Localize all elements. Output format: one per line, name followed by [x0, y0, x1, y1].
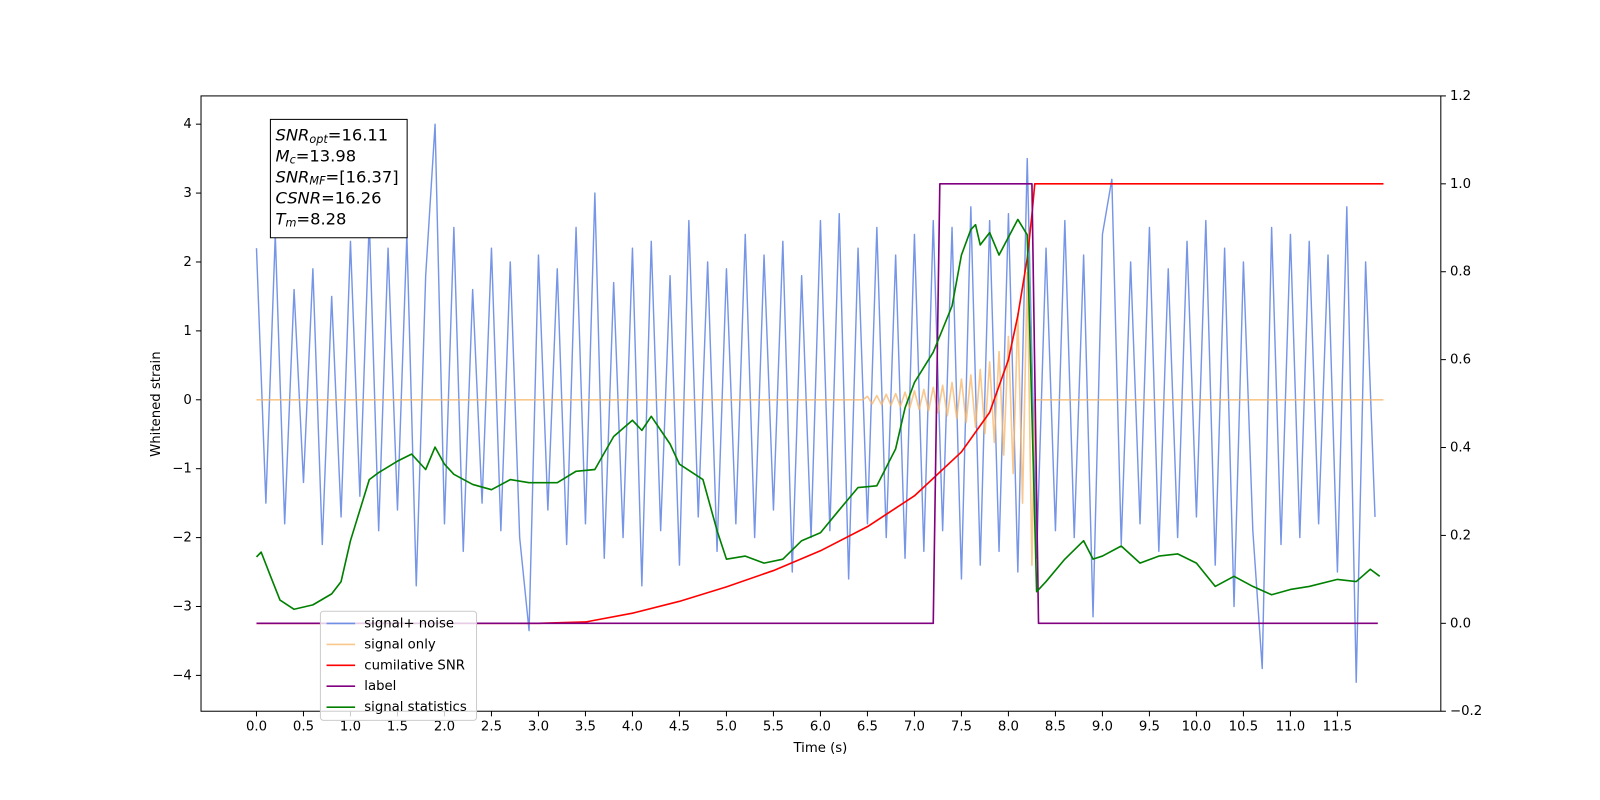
- annotation-value: =8.28: [296, 209, 346, 228]
- annotation-symbol: M: [276, 146, 290, 165]
- y-axis-label: Whitened strain: [149, 351, 164, 456]
- series-line: [255, 218, 1381, 611]
- y2-tick-label: 0.4: [1450, 441, 1471, 456]
- y-tick-label: −3: [172, 599, 192, 614]
- x-tick-label: 6.5: [857, 720, 878, 735]
- x-tick-label: 1.0: [340, 720, 361, 735]
- legend-label: label: [364, 679, 396, 694]
- x-tick-label: 6.0: [810, 720, 831, 735]
- x-tick-label: 11.0: [1276, 720, 1306, 735]
- y2-tick-label: 1.0: [1450, 177, 1471, 192]
- annotation-value: =13.98: [296, 146, 356, 165]
- x-tick-label: 10.5: [1229, 720, 1259, 735]
- y-tick-label: 0: [183, 393, 191, 408]
- x-tick-label: 2.5: [481, 720, 502, 735]
- x-tick-label: 3.0: [528, 720, 549, 735]
- y2-tick-label: 0.6: [1450, 353, 1471, 368]
- annotation-line: SNRopt=16.11: [276, 125, 389, 146]
- y2-tick-label: 0.2: [1450, 528, 1471, 543]
- x-tick-label: 11.5: [1323, 720, 1353, 735]
- legend-label: cumilative SNR: [364, 658, 465, 673]
- y2-tick-label: 0.0: [1450, 616, 1471, 631]
- annotation-symbol: SNR: [276, 125, 310, 144]
- y-tick-label: 2: [183, 255, 191, 270]
- y-tick-label: 4: [183, 117, 191, 132]
- annotation-subscript: MF: [309, 175, 326, 188]
- annotation-symbol: SNR: [276, 167, 310, 186]
- x-tick-label: 2.0: [434, 720, 455, 735]
- annotation-line: CSNR=16.26: [276, 188, 382, 207]
- x-tick-label: 1.5: [387, 720, 408, 735]
- annotation-line: Tm=8.28: [276, 209, 347, 230]
- annotation-frame: [269, 118, 408, 239]
- legend-label: signal statistics: [364, 700, 467, 715]
- y2-tick-label: 0.8: [1450, 265, 1471, 280]
- legend-frame: [319, 610, 478, 721]
- annotation-value: =16.26: [321, 188, 381, 207]
- y-tick-label: −4: [172, 668, 192, 683]
- annotation-box: SNRopt=16.11Mc=13.98SNRMF=[16.37]CSNR=16…: [269, 118, 408, 239]
- y-tick-label: −1: [172, 462, 192, 477]
- y2-tick-label: −0.2: [1450, 704, 1482, 719]
- annotation-subscript: opt: [309, 133, 328, 146]
- x-tick-label: 4.0: [622, 720, 643, 735]
- y-tick-label: 1: [183, 324, 191, 339]
- legend-label: signal+ noise: [364, 616, 454, 631]
- y-tick-label: −2: [172, 531, 192, 546]
- annotation-line: Mc=13.98: [276, 146, 357, 167]
- x-tick-label: 3.5: [575, 720, 596, 735]
- series-line: [256, 271, 1384, 566]
- axes-ticks: 0.0 0.5 1.0 1.5 2.0 2.5 3.0 3.5 4.0 4.5 5.0 5.5 6.0 6…: [172, 89, 1482, 735]
- x-tick-label: 10.0: [1182, 720, 1212, 735]
- annotation-value: =16.11: [328, 125, 388, 144]
- annotation-symbol: T: [276, 209, 288, 228]
- x-tick-label: 0.5: [293, 720, 314, 735]
- annotation-subscript: m: [285, 216, 296, 229]
- x-tick-label: 7.0: [904, 720, 925, 735]
- annotation-line: SNRMF=[16.37]: [276, 167, 399, 188]
- annotation-value: =[16.37]: [326, 167, 399, 186]
- series-line: [255, 123, 1376, 684]
- legend: signal+ noise signal only cumilative SNR la…: [319, 610, 478, 721]
- x-tick-label: 0.0: [246, 720, 267, 735]
- legend-label: signal only: [364, 637, 436, 652]
- plot-area: [255, 123, 1384, 684]
- x-tick-label: 8.0: [998, 720, 1019, 735]
- x-tick-label: 9.0: [1092, 720, 1113, 735]
- x-tick-label: 7.5: [951, 720, 972, 735]
- annotation-symbol: CSNR: [276, 188, 322, 207]
- y-tick-label: 3: [183, 186, 191, 201]
- x-axis-label: Time (s): [792, 741, 847, 756]
- annotation-subscript: c: [290, 154, 297, 167]
- y2-tick-label: 1.2: [1450, 89, 1471, 104]
- x-tick-label: 9.5: [1139, 720, 1160, 735]
- x-tick-label: 4.5: [669, 720, 690, 735]
- x-tick-label: 8.5: [1045, 720, 1066, 735]
- x-tick-label: 5.0: [716, 720, 737, 735]
- series-line: [256, 182, 1378, 625]
- x-tick-label: 5.5: [763, 720, 784, 735]
